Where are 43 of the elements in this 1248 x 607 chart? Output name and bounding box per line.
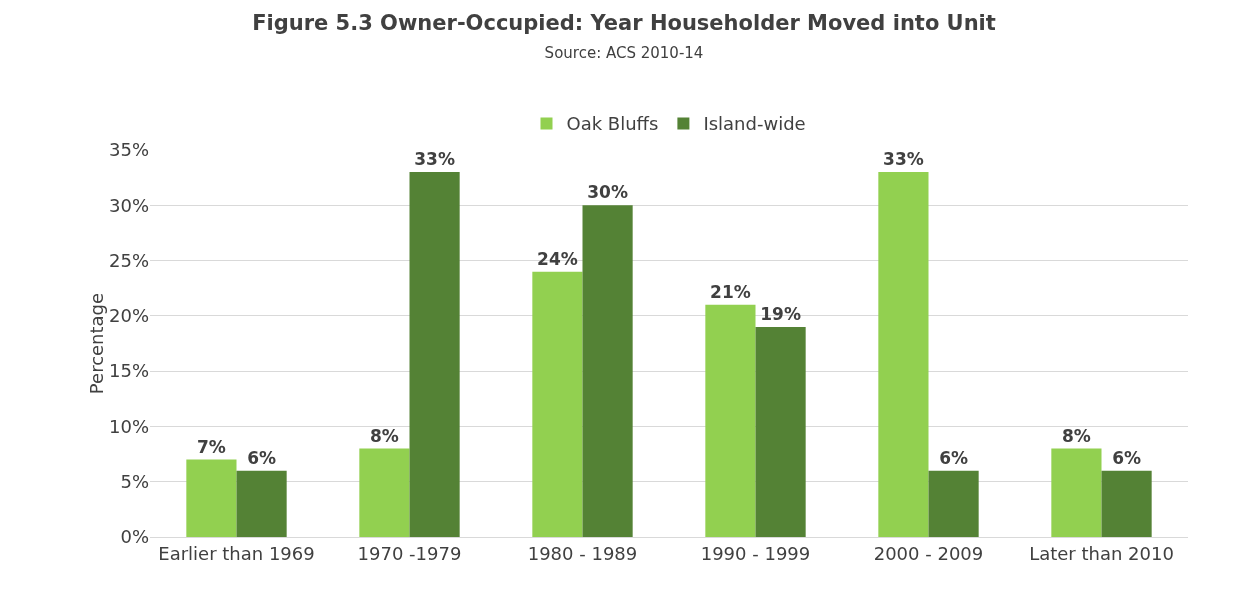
data-label: 6% [939, 447, 969, 468]
data-label: 21% [710, 281, 751, 302]
legend-label: Oak Bluffs [566, 113, 659, 135]
y-tick-label: 25% [108, 249, 149, 271]
data-label: 30% [587, 182, 628, 203]
data-label: 8% [369, 425, 399, 446]
x-tick-label: Later than 2010 [1029, 542, 1174, 564]
chart-subtitle: Source: ACS 2010-14 [544, 43, 704, 62]
y-tick-label: 0% [120, 526, 149, 548]
data-label: 8% [1061, 425, 1091, 446]
bar [878, 172, 929, 537]
bar [582, 205, 633, 537]
legend-label: Island-wide [703, 113, 806, 135]
chart-title: Figure 5.3 Owner-Occupied: Year Householder Moved into Unit [252, 11, 996, 36]
x-tick-label: 2000 - 2009 [873, 542, 984, 564]
x-tick-label: 1980 - 1989 [527, 542, 638, 564]
bar [1051, 448, 1102, 537]
y-tick-label: 20% [108, 305, 149, 327]
y-tick-label: 10% [108, 415, 149, 437]
bar [755, 326, 806, 537]
data-label: 33% [883, 149, 924, 170]
data-label: 19% [760, 303, 801, 324]
bar [186, 459, 237, 537]
x-tick-label: 1970 -1979 [357, 542, 462, 564]
data-label: 6% [1112, 447, 1142, 468]
bar [409, 172, 460, 537]
bar [532, 271, 583, 537]
y-tick-label: 35% [108, 139, 149, 161]
y-tick-label: 15% [108, 360, 149, 382]
y-tick-label: 5% [120, 471, 149, 493]
y-axis-title: Percentage [85, 292, 107, 395]
bar [1101, 470, 1152, 537]
bar [928, 470, 979, 537]
bar [236, 470, 287, 537]
bar [705, 304, 756, 537]
x-tick-label: 1990 - 1999 [700, 542, 811, 564]
y-tick-label: 30% [108, 194, 149, 216]
bar [359, 448, 410, 537]
data-label: 6% [247, 447, 277, 468]
x-tick-label: Earlier than 1969 [158, 542, 315, 564]
data-label: 33% [414, 149, 455, 170]
data-label: 7% [196, 436, 226, 457]
data-label: 24% [537, 248, 578, 269]
